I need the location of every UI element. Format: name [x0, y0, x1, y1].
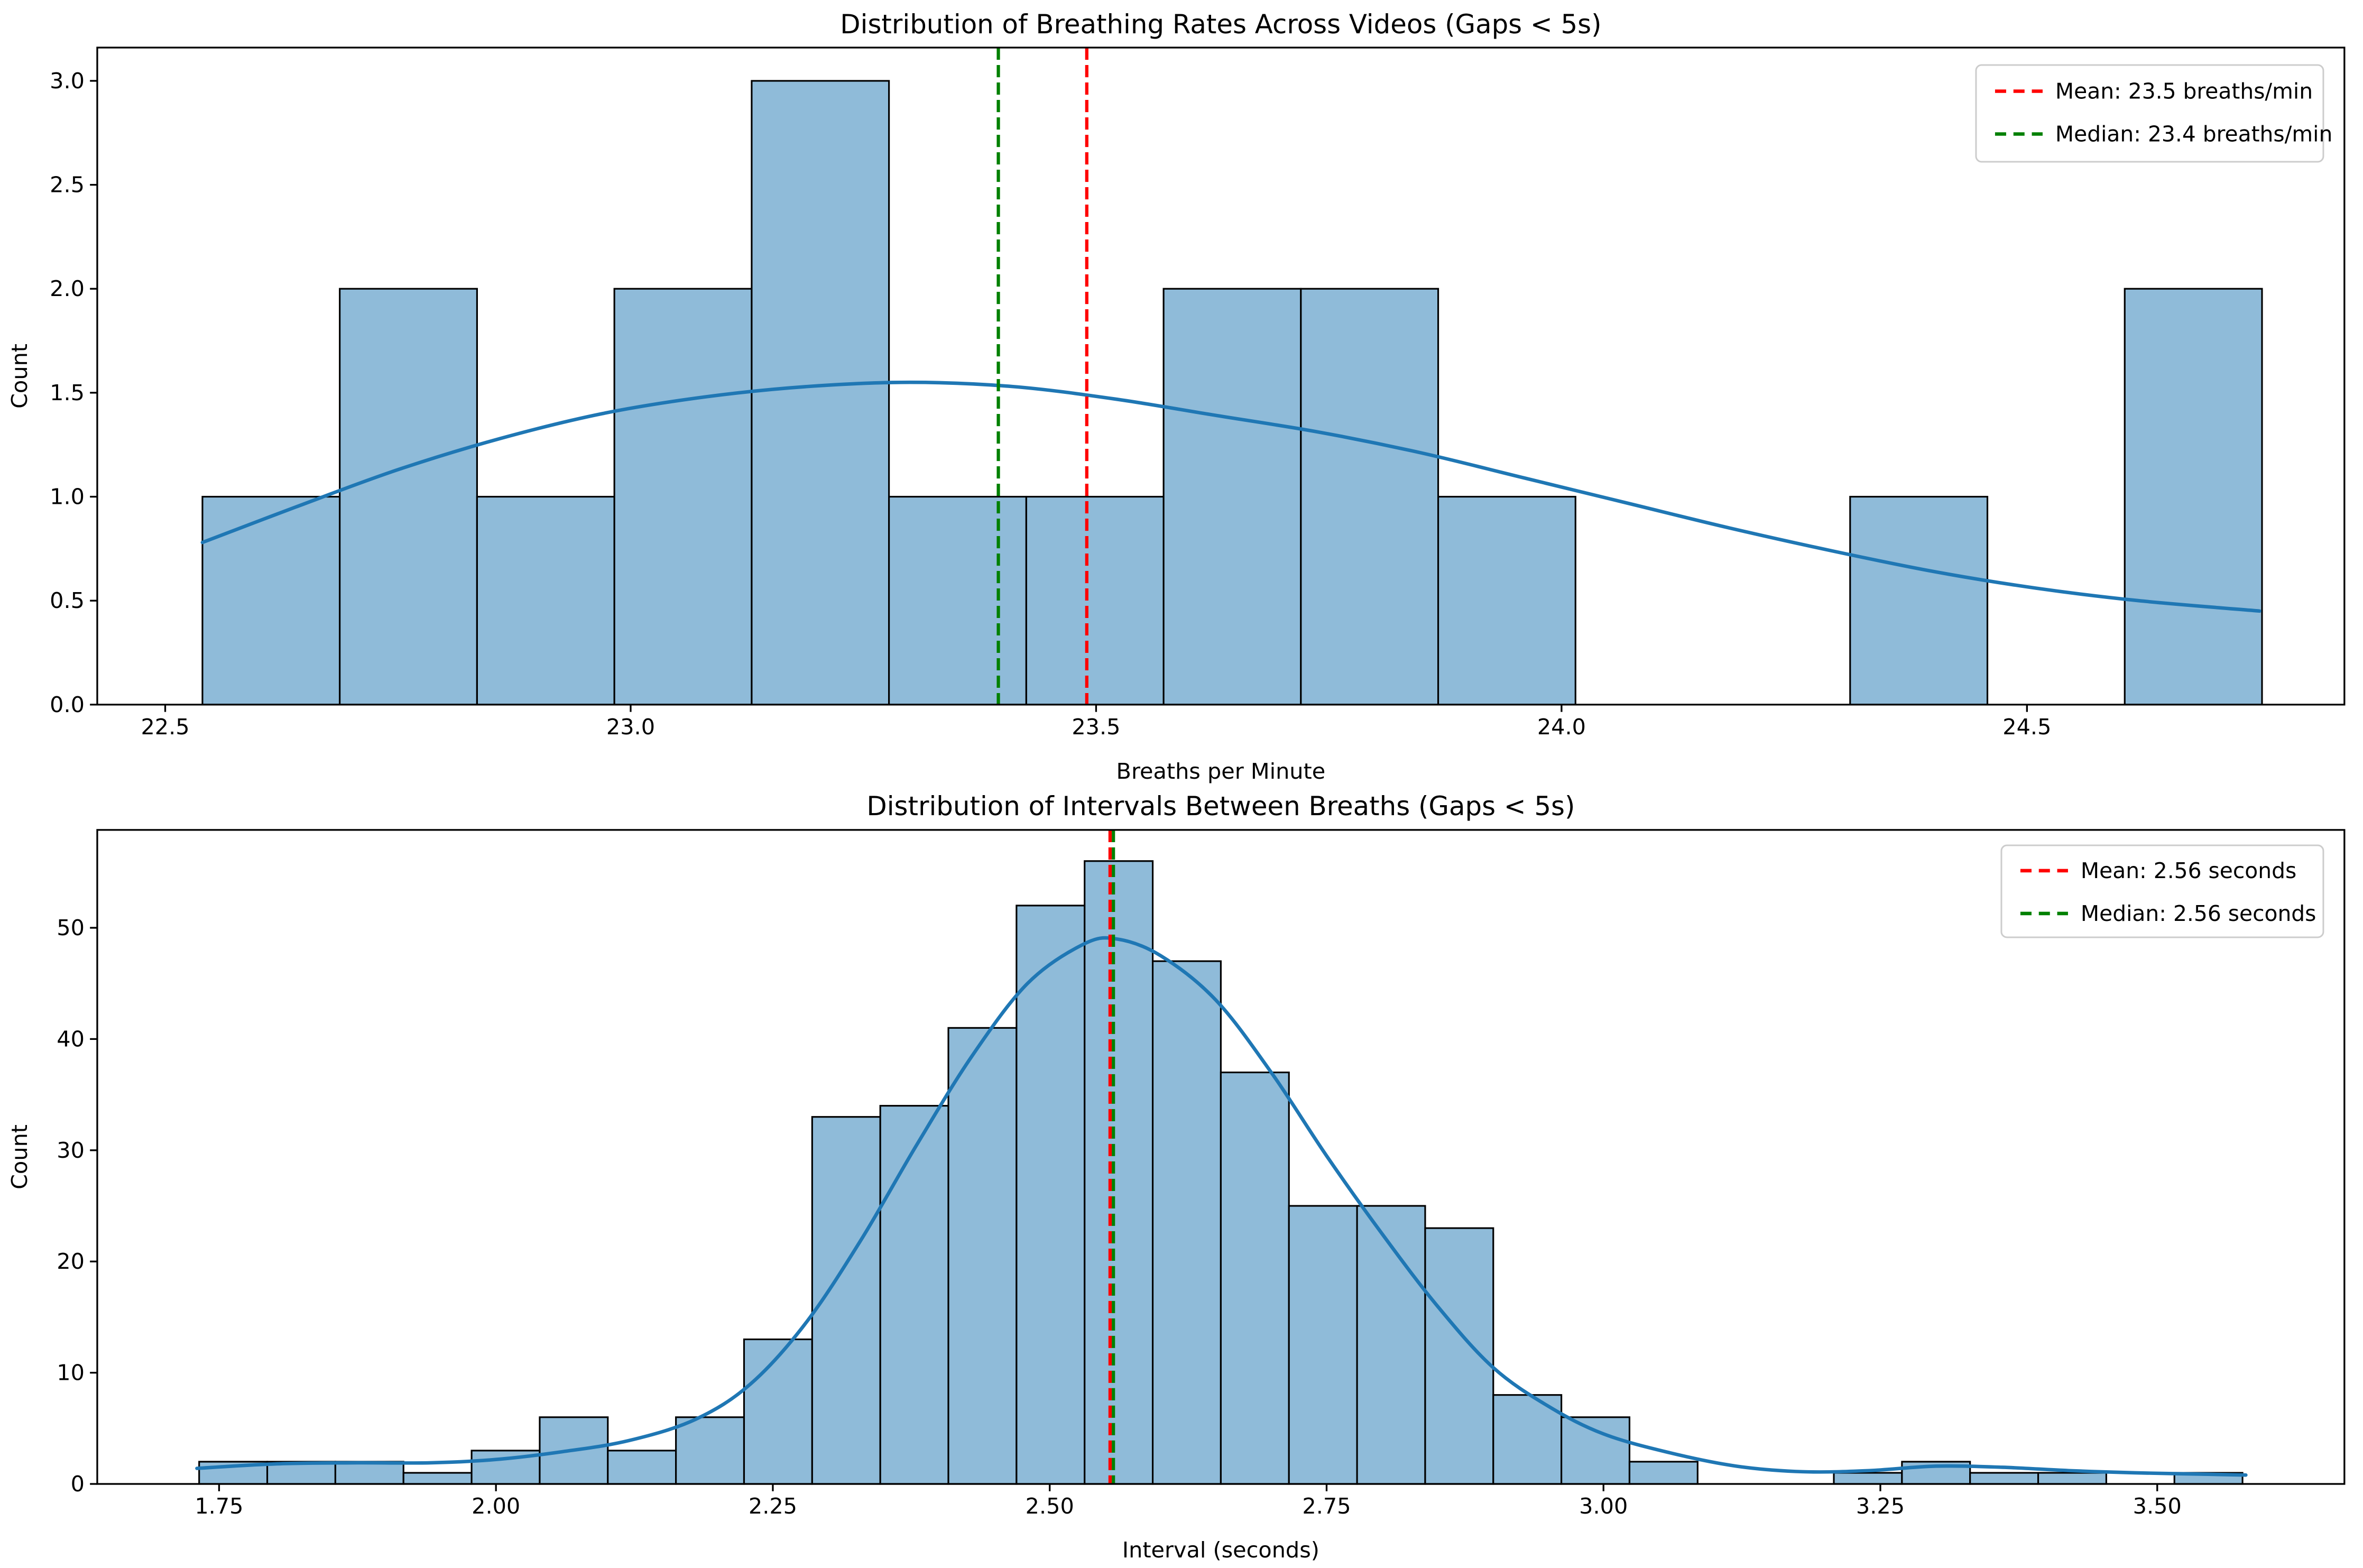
histogram-bar — [1025, 495, 1165, 706]
legend-label-median: Median: 2.56 seconds — [2081, 901, 2316, 926]
axes-spines — [96, 47, 2346, 706]
x-tick-label: 23.5 — [1072, 714, 1120, 740]
x-tick-label: 22.5 — [141, 714, 189, 740]
x-tick-label: 24.5 — [2002, 714, 2051, 740]
kde-curve — [195, 936, 2248, 1477]
legend-label-median: Median: 23.4 breaths/min — [2055, 121, 2332, 146]
x-tick-label: 2.00 — [472, 1493, 520, 1519]
histogram-bar — [334, 1461, 404, 1485]
histogram-bar — [1151, 960, 1222, 1485]
legend-frame — [2000, 844, 2324, 938]
histogram-bar — [1084, 860, 1154, 1485]
y-tick-label: 2.0 — [50, 276, 85, 301]
x-tick-label: 23.0 — [606, 714, 655, 740]
histogram-bar — [1437, 495, 1576, 706]
legend: Mean: 2.56 seconds Median: 2.56 seconds — [2000, 844, 2324, 938]
histogram-bar — [1162, 288, 1302, 706]
y-tick-label: 0.0 — [50, 692, 85, 717]
histogram-bar — [607, 1450, 677, 1485]
y-tick-label: 2.5 — [50, 172, 85, 198]
histogram-bar — [1288, 1205, 1358, 1485]
y-tick-label: 10 — [57, 1360, 85, 1386]
histogram-bar — [402, 1472, 473, 1485]
histogram-bar — [1220, 1071, 1290, 1485]
x-tick-label: 1.75 — [195, 1493, 243, 1519]
legend-label-mean: Mean: 2.56 seconds — [2081, 858, 2296, 883]
x-tick-label: 2.25 — [749, 1493, 797, 1519]
histogram-bar — [201, 495, 341, 706]
y-axis-title: Count — [7, 344, 32, 409]
y-tick-label: 0 — [71, 1471, 85, 1497]
chart-title: Distribution of Breathing Rates Across V… — [840, 9, 1601, 40]
y-tick-label: 30 — [57, 1138, 85, 1163]
histogram-bar — [1849, 495, 1989, 706]
y-tick-label: 40 — [57, 1026, 85, 1052]
y-tick-label: 50 — [57, 915, 85, 940]
y-axis: 0.0 0.5 1.0 1.5 2.0 2.5 3.0 — [50, 68, 97, 717]
x-tick-label: 2.75 — [1302, 1493, 1351, 1519]
histogram-bar — [751, 80, 890, 706]
histogram-bar — [1356, 1205, 1426, 1485]
y-tick-label: 0.5 — [50, 588, 85, 613]
breathing-rates-chart: 22.5 23.0 23.5 24.0 24.5 0.0 0.5 1.0 1.5 2.0 2.5 3.… — [7, 9, 2346, 784]
y-axis-title: Count — [7, 1124, 32, 1189]
x-tick-label: 3.50 — [2133, 1493, 2182, 1519]
histogram-bar — [613, 288, 753, 706]
histogram-bar — [1833, 1472, 1903, 1485]
x-tick-label: 24.0 — [1537, 714, 1586, 740]
histogram-bar — [1300, 288, 1439, 706]
histogram-bar — [339, 288, 478, 706]
y-tick-label: 20 — [57, 1249, 85, 1274]
legend-label-mean: Mean: 23.5 breaths/min — [2055, 78, 2313, 104]
intervals-chart: 1.75 2.00 2.25 2.50 2.75 3.00 3.25 3.50 0 10 20 30 4… — [7, 791, 2346, 1563]
histogram-bar — [675, 1416, 745, 1485]
legend: Mean: 23.5 breaths/min Median: 23.4 breat… — [1975, 64, 2332, 163]
histogram-bar — [947, 1027, 1018, 1485]
x-axis: 22.5 23.0 23.5 24.0 24.5 — [141, 704, 2051, 740]
x-axis-title: Interval (seconds) — [1122, 1537, 1319, 1563]
histogram-bar — [888, 495, 1027, 706]
x-tick-label: 3.00 — [1579, 1493, 1628, 1519]
x-tick-label: 2.50 — [1026, 1493, 1074, 1519]
chart-title: Distribution of Intervals Between Breath… — [866, 791, 1575, 822]
kde-curve — [200, 380, 2262, 613]
histogram-bar — [743, 1338, 813, 1485]
histogram-bar — [2037, 1472, 2107, 1485]
histogram-bar — [476, 495, 615, 706]
y-tick-label: 1.0 — [50, 484, 85, 510]
x-tick-label: 3.25 — [1856, 1493, 1905, 1519]
axes-spines — [96, 829, 2346, 1485]
histogram-bar — [1561, 1416, 1631, 1485]
histogram-bars — [201, 80, 2263, 706]
x-axis: 1.75 2.00 2.25 2.50 2.75 3.00 3.25 3.50 — [195, 1484, 2182, 1519]
histogram-bar — [1016, 905, 1086, 1485]
histogram-bar — [1969, 1472, 2039, 1485]
histogram-bar — [879, 1105, 949, 1485]
y-tick-label: 3.0 — [50, 68, 85, 94]
y-axis: 0 10 20 30 40 50 — [57, 915, 97, 1497]
histogram-bar — [1628, 1461, 1699, 1485]
legend-frame — [1975, 64, 2324, 163]
x-axis-title: Breaths per Minute — [1116, 759, 1326, 784]
histogram-bar — [2124, 288, 2263, 706]
y-tick-label: 1.5 — [50, 380, 85, 405]
